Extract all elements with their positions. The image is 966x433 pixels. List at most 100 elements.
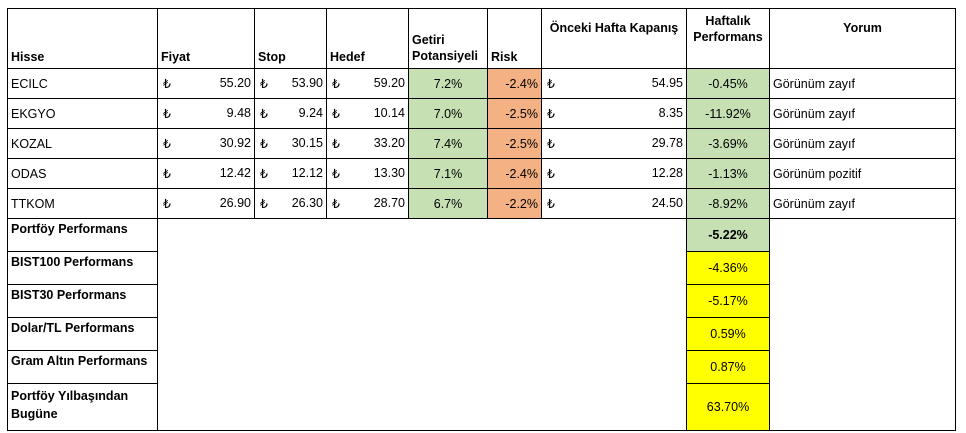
- cell-fiyat: ₺ 12.42: [157, 158, 255, 189]
- summary-label: Gram Altın Performans: [7, 350, 158, 384]
- summary-blank-area: [157, 218, 687, 431]
- cell-fiyat: ₺ 30.92: [157, 128, 255, 159]
- cell-fiyat: ₺ 55.20: [157, 68, 255, 99]
- summary-label: Portföy Performans: [7, 218, 158, 252]
- cell-fiyat-value: 9.48: [226, 106, 251, 120]
- cell-hisse: ODAS: [7, 158, 158, 189]
- cell-hedef-value: 33.20: [373, 136, 405, 150]
- cell-hedef: ₺ 13.30: [326, 158, 409, 189]
- cell-haftalik: -11.92%: [686, 98, 770, 129]
- cell-getiri: 7.4%: [408, 128, 488, 159]
- header-onceki: Önceki Hafta Kapanış: [541, 8, 687, 69]
- cell-hisse: KOZAL: [7, 128, 158, 159]
- cell-stop: ₺ 30.15: [254, 128, 327, 159]
- cell-onceki: ₺ 24.50: [541, 188, 687, 219]
- cell-getiri: 7.0%: [408, 98, 488, 129]
- currency-symbol: ₺: [332, 107, 340, 121]
- cell-hedef-value: 10.14: [373, 106, 405, 120]
- summary-label: Dolar/TL Performans: [7, 317, 158, 351]
- cell-stop-value: 9.24: [298, 106, 323, 120]
- cell-yorum: Görünüm zayıf: [769, 98, 956, 129]
- cell-stop-value: 30.15: [291, 136, 323, 150]
- cell-hedef-value: 59.20: [373, 76, 405, 90]
- summary-row: BIST30 Performans -5.17%: [7, 284, 956, 318]
- cell-stop: ₺ 26.30: [254, 188, 327, 219]
- cell-onceki: ₺ 8.35: [541, 98, 687, 129]
- cell-stop: ₺ 12.12: [254, 158, 327, 189]
- cell-fiyat: ₺ 9.48: [157, 98, 255, 129]
- cell-onceki: ₺ 54.95: [541, 68, 687, 99]
- currency-symbol: ₺: [332, 167, 340, 181]
- table-row: ECILC ₺ 55.20 ₺ 53.90 ₺ 59.20 7.2% -2.4% ₺ 54.95 -0…: [7, 68, 956, 99]
- currency-symbol: ₺: [260, 167, 268, 181]
- cell-stop: ₺ 9.24: [254, 98, 327, 129]
- currency-symbol: ₺: [547, 197, 555, 211]
- currency-symbol: ₺: [163, 137, 171, 151]
- cell-hedef-value: 13.30: [373, 166, 405, 180]
- summary-label: BIST30 Performans: [7, 284, 158, 318]
- summary-value: -5.22%: [686, 218, 770, 252]
- table-row: TTKOM ₺ 26.90 ₺ 26.30 ₺ 28.70 6.7% -2.2% ₺ 24.50 -8…: [7, 188, 956, 219]
- currency-symbol: ₺: [260, 77, 268, 91]
- cell-hedef: ₺ 33.20: [326, 128, 409, 159]
- cell-fiyat-value: 26.90: [219, 196, 251, 210]
- table-row: KOZAL ₺ 30.92 ₺ 30.15 ₺ 33.20 7.4% -2.5% ₺ 29.78 -3…: [7, 128, 956, 159]
- header-stop: Stop: [254, 8, 327, 69]
- currency-symbol: ₺: [332, 197, 340, 211]
- cell-yorum: Görünüm zayıf: [769, 68, 956, 99]
- summary-value: -5.17%: [686, 284, 770, 318]
- currency-symbol: ₺: [547, 167, 555, 181]
- cell-hedef: ₺ 59.20: [326, 68, 409, 99]
- cell-stop-value: 26.30: [291, 196, 323, 210]
- cell-yorum: Görünüm zayıf: [769, 188, 956, 219]
- header-getiri: Getiri Potansiyeli: [408, 8, 488, 69]
- cell-getiri: 7.2%: [408, 68, 488, 99]
- cell-hedef: ₺ 28.70: [326, 188, 409, 219]
- cell-haftalik: -8.92%: [686, 188, 770, 219]
- currency-symbol: ₺: [547, 77, 555, 91]
- cell-risk: -2.2%: [487, 188, 542, 219]
- summary-blank-right: [769, 218, 956, 431]
- currency-symbol: ₺: [260, 197, 268, 211]
- currency-symbol: ₺: [547, 107, 555, 121]
- cell-hedef: ₺ 10.14: [326, 98, 409, 129]
- cell-onceki-value: 24.50: [651, 196, 683, 210]
- currency-symbol: ₺: [163, 107, 171, 121]
- cell-fiyat-value: 30.92: [219, 136, 251, 150]
- currency-symbol: ₺: [332, 77, 340, 91]
- cell-haftalik: -0.45%: [686, 68, 770, 99]
- header-row: Hisse Fiyat Stop Hedef Getiri Potansiyel…: [7, 8, 956, 69]
- currency-symbol: ₺: [547, 137, 555, 151]
- cell-haftalik: -3.69%: [686, 128, 770, 159]
- currency-symbol: ₺: [163, 77, 171, 91]
- cell-fiyat: ₺ 26.90: [157, 188, 255, 219]
- header-haftalik: Haftalık Performans: [686, 8, 770, 69]
- currency-symbol: ₺: [260, 137, 268, 151]
- cell-onceki-value: 54.95: [651, 76, 683, 90]
- currency-symbol: ₺: [163, 167, 171, 181]
- cell-stop: ₺ 53.90: [254, 68, 327, 99]
- portfolio-table: Hisse Fiyat Stop Hedef Getiri Potansiyel…: [7, 8, 956, 431]
- header-yorum: Yorum: [769, 8, 956, 69]
- header-fiyat: Fiyat: [157, 8, 255, 69]
- summary-value: 63.70%: [686, 383, 770, 431]
- cell-risk: -2.4%: [487, 158, 542, 189]
- summary-label: Portföy Yılbaşından Bugüne: [7, 383, 158, 431]
- cell-stop-value: 53.90: [291, 76, 323, 90]
- summary-label: BIST100 Performans: [7, 251, 158, 285]
- summary-value: 0.59%: [686, 317, 770, 351]
- currency-symbol: ₺: [163, 197, 171, 211]
- cell-onceki-value: 29.78: [651, 136, 683, 150]
- summary-value: -4.36%: [686, 251, 770, 285]
- summary-row: BIST100 Performans -4.36%: [7, 251, 956, 285]
- currency-symbol: ₺: [260, 107, 268, 121]
- summary-row: Dolar/TL Performans 0.59%: [7, 317, 956, 351]
- cell-yorum: Görünüm pozitif: [769, 158, 956, 189]
- cell-risk: -2.5%: [487, 128, 542, 159]
- cell-hedef-value: 28.70: [373, 196, 405, 210]
- header-hisse: Hisse: [7, 8, 158, 69]
- cell-hisse: EKGYO: [7, 98, 158, 129]
- cell-haftalik: -1.13%: [686, 158, 770, 189]
- header-hedef: Hedef: [326, 8, 409, 69]
- cell-hisse: ECILC: [7, 68, 158, 99]
